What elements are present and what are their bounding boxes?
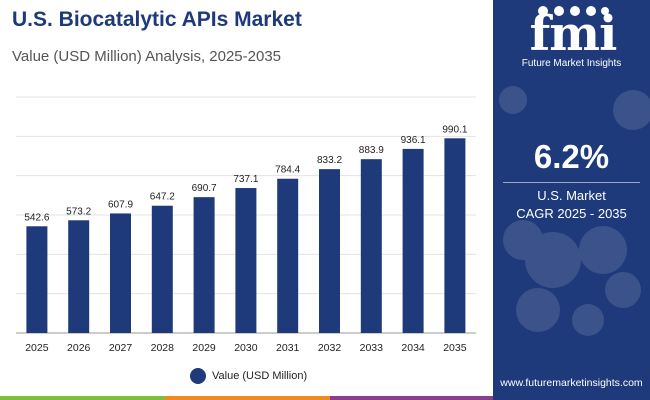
cagr-panel: fmi Future Market Insights 6.2% U.S. Mar… (493, 0, 650, 400)
data-label-2029: 690.7 (192, 183, 217, 194)
data-label-2031: 784.4 (275, 165, 300, 176)
legend-swatch (190, 368, 206, 384)
chart-subtitle: Value (USD Million) Analysis, 2025-2035 (12, 48, 282, 65)
logo-globe-icons (538, 6, 609, 16)
accent-bar-green (0, 396, 165, 400)
bar-2034 (402, 148, 424, 333)
bar-2031 (277, 178, 299, 333)
legend-label: Value (USD Million) (212, 370, 308, 382)
logo-subtitle: Future Market Insights (521, 58, 622, 69)
bar-2030 (235, 188, 257, 333)
x-tick-2034: 2034 (401, 342, 425, 354)
x-tick-2028: 2028 (151, 342, 175, 354)
bar-2027 (110, 213, 131, 333)
x-tick-2035: 2035 (443, 342, 467, 354)
data-label-2028: 647.2 (150, 192, 175, 203)
x-tick-labels: 2025 2026 2027 2028 2029 2030 2031 2032 2033 2034… (25, 342, 467, 354)
cagr-value: 6.2% (533, 138, 610, 175)
data-label-2030: 737.1 (233, 174, 258, 185)
accent-bar-orange (165, 396, 330, 400)
x-tick-2029: 2029 (192, 342, 216, 354)
x-tick-2031: 2031 (276, 342, 300, 354)
cagr-divider (503, 182, 640, 183)
bar-chart: 542.6 573.2 607.9 647.2 690.7 737.1 784.4 833.2… (16, 96, 476, 354)
bar-2033 (360, 159, 382, 333)
bar-2029 (193, 197, 215, 333)
x-tick-2033: 2033 (360, 342, 384, 354)
cagr-market-label: U.S. Market (537, 188, 606, 203)
chart-title: U.S. Biocatalytic APIs Market (12, 8, 302, 31)
data-label-2026: 573.2 (66, 206, 91, 217)
fmi-logo: fmi (529, 6, 618, 62)
bar-2026 (68, 220, 90, 333)
world-map-pattern (499, 86, 650, 336)
x-tick-2030: 2030 (234, 342, 258, 354)
bar-2028 (151, 205, 173, 333)
data-label-2034: 936.1 (401, 135, 426, 146)
data-label-2025: 542.6 (24, 212, 49, 223)
cagr-period-label: CAGR 2025 - 2035 (516, 206, 627, 221)
gridlines (16, 96, 476, 334)
x-tick-2026: 2026 (67, 342, 91, 354)
website-link[interactable]: www.futuremarketinsights.com (500, 377, 643, 389)
x-tick-2025: 2025 (25, 342, 49, 354)
chart-legend: Value (USD Million) (190, 367, 307, 385)
data-label-2035: 990.1 (442, 124, 467, 135)
bar-2035 (444, 138, 466, 333)
accent-bar-purple (330, 396, 493, 400)
data-label-2033: 883.9 (359, 145, 384, 156)
x-tick-2027: 2027 (109, 342, 133, 354)
data-label-2032: 833.2 (317, 155, 342, 166)
x-tick-2032: 2032 (318, 342, 342, 354)
bar-2025 (26, 226, 48, 333)
accent-bar-blue (493, 396, 650, 400)
bars (26, 138, 466, 333)
data-label-2027: 607.9 (108, 199, 133, 210)
data-labels: 542.6 573.2 607.9 647.2 690.7 737.1 784.4 833.2… (24, 124, 467, 223)
bar-2032 (319, 169, 340, 333)
